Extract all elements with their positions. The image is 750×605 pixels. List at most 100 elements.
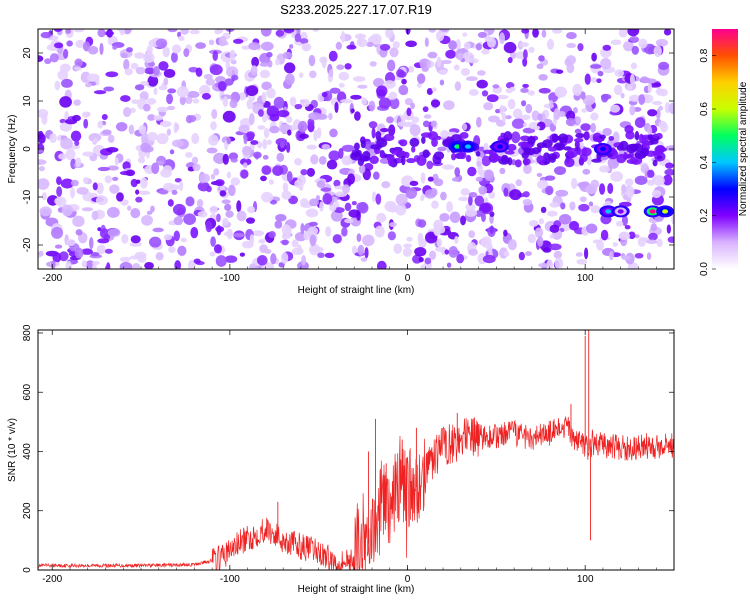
- spectrogram-blob: [272, 165, 284, 176]
- spectrogram-band-blob: [566, 147, 579, 158]
- spectrogram-blob: [428, 29, 437, 33]
- spectrogram-blob: [538, 218, 545, 225]
- spectrogram-blob: [387, 59, 396, 72]
- spectrogram-blob: [477, 31, 487, 39]
- spectrogram-band-blob: [591, 158, 602, 163]
- spectrogram-blob: [482, 254, 496, 264]
- spectrogram-band-blob: [608, 135, 615, 141]
- y-tick-label: -20: [22, 237, 33, 252]
- spectrogram-blob: [626, 85, 633, 92]
- spectrogram-blob: [568, 220, 580, 231]
- spectrogram-blob: [163, 68, 176, 78]
- spectrogram-blob: [289, 44, 294, 49]
- spectrogram-blob: [134, 52, 145, 59]
- spectrogram-blob: [286, 171, 293, 183]
- spectrogram-blob: [496, 94, 509, 100]
- spectrogram-blob: [401, 78, 407, 85]
- spectrogram-blob: [268, 179, 274, 185]
- spectrogram-blob: [147, 131, 158, 142]
- spectrogram-blob: [546, 38, 555, 50]
- spectrogram-blob: [522, 57, 528, 67]
- spectrogram-blob: [577, 181, 589, 188]
- spectrogram-blob: [319, 201, 324, 212]
- spectrogram-blob: [180, 29, 189, 35]
- spectrogram-blob: [73, 99, 81, 106]
- spectrogram-blob: [582, 94, 596, 106]
- spectrogram-blob: [612, 242, 618, 247]
- spectrogram-blob: [209, 205, 218, 214]
- spectrogram-blob: [132, 263, 141, 269]
- spectrogram-blob: [475, 43, 482, 51]
- spectrogram-blob: [628, 94, 641, 102]
- spectrogram-blob: [555, 69, 564, 74]
- spectrogram-blob: [612, 131, 620, 144]
- spectrogram-blob: [592, 239, 602, 244]
- spectrogram-blob: [521, 29, 530, 34]
- spectrogram-blob: [299, 72, 304, 78]
- spectrogram-blob: [658, 105, 664, 111]
- spectrogram-band-blob: [616, 153, 627, 164]
- x-tick-label: -200: [42, 273, 62, 284]
- spectrogram-blob: [590, 122, 596, 133]
- spectrogram-blob: [81, 260, 88, 268]
- spectrogram-blob: [250, 65, 258, 76]
- spectrogram-blob: [633, 107, 642, 112]
- spectrogram-blob: [596, 78, 602, 84]
- spectrogram-blob: [425, 231, 438, 244]
- spectrogram-blob: [615, 220, 624, 227]
- spectrogram-blob: [438, 69, 448, 75]
- spectrogram-blob: [163, 77, 169, 86]
- spectrogram-blob: [69, 187, 76, 199]
- spectrogram-blob: [624, 224, 631, 230]
- spectrogram-blob: [199, 84, 211, 96]
- spectrogram-blob: [618, 29, 628, 38]
- spectrogram-blob: [560, 202, 566, 210]
- spectrogram-blob: [89, 237, 94, 250]
- spectrogram-blob: [270, 253, 277, 265]
- spectrogram-blob: [65, 148, 76, 161]
- spectrogram-band-blob: [421, 136, 426, 144]
- spectrogram-blob: [308, 112, 322, 121]
- spectrogram-blob: [75, 39, 85, 49]
- spectrogram-blob: [474, 195, 485, 207]
- spectrogram-blob: [238, 124, 250, 133]
- spectrogram-blob: [443, 100, 455, 111]
- spectrogram-blob: [306, 167, 316, 177]
- spectrogram-band-blob: [451, 134, 463, 142]
- spectrogram-blob: [599, 165, 610, 173]
- spectrogram-blob: [422, 106, 429, 113]
- spectrogram-blob: [241, 240, 254, 249]
- spectrogram-blob: [328, 112, 333, 121]
- spectrogram-blob: [97, 227, 102, 232]
- spectrogram-blob: [371, 191, 377, 203]
- spectrogram-blob: [410, 102, 415, 110]
- spectrogram-blob: [192, 163, 201, 172]
- spectrogram-blob: [139, 80, 149, 86]
- spectrogram-blob: [341, 227, 348, 237]
- spectrogram-blob: [166, 105, 176, 111]
- spectrogram-blob: [483, 142, 489, 152]
- colorbar-label: Normalized spectral amplitude: [738, 81, 749, 216]
- spectrogram-blob: [422, 120, 430, 128]
- spectrogram-blob: [275, 213, 287, 222]
- spectrogram-blob: [656, 86, 662, 96]
- spectrogram-blob: [503, 250, 510, 257]
- spectrogram-blob: [558, 214, 572, 225]
- spectrogram-blob: [173, 216, 184, 226]
- spectrogram-blob: [284, 62, 296, 74]
- spectrogram-band-blob: [503, 131, 513, 141]
- spectrogram-blob: [463, 42, 471, 50]
- spectrogram-blob: [70, 179, 79, 187]
- spectrogram-blob: [284, 73, 295, 86]
- spectrogram-blob: [549, 99, 554, 109]
- spectrogram-blob: [376, 260, 387, 269]
- spectrogram-band-blob: [629, 151, 634, 159]
- spectrogram-blob: [398, 84, 409, 96]
- spectrogram-blob: [97, 29, 106, 38]
- spectrogram-blob: [38, 108, 49, 119]
- spectrogram-blob: [324, 252, 335, 259]
- spectrogram-blob: [122, 107, 132, 118]
- hotspot-core: [605, 209, 612, 214]
- spectrogram-blob: [103, 31, 115, 36]
